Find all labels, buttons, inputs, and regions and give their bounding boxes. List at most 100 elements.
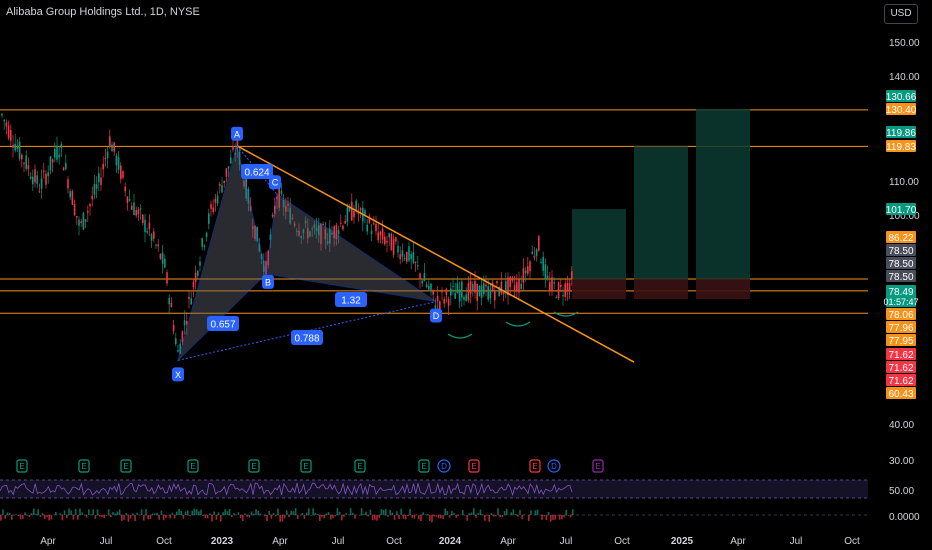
momentum-bar: [404, 515, 407, 520]
momentum-bar: [479, 509, 482, 515]
candle-body: [337, 230, 340, 235]
candle-body: [472, 283, 474, 291]
candle-body: [157, 244, 159, 247]
momentum-bar: [90, 514, 92, 515]
momentum-bar: [477, 512, 479, 515]
indicator-axis-tick: 50.00: [889, 486, 914, 497]
candle-body: [27, 165, 30, 170]
momentum-bar: [569, 515, 572, 518]
candle-body: [243, 180, 245, 187]
candle-body: [311, 228, 313, 230]
momentum-bar: [70, 510, 72, 515]
candle-body: [386, 240, 388, 243]
momentum-bar: [6, 512, 9, 515]
candle-body: [67, 179, 69, 189]
momentum-bar: [389, 509, 391, 515]
momentum-bar: [530, 510, 532, 515]
candle-body: [331, 232, 333, 235]
candle-body: [274, 205, 276, 214]
time-axis-tick: Jul: [790, 536, 803, 547]
candle-body: [555, 297, 558, 299]
ratio-label: 1.32: [341, 296, 361, 307]
momentum-bar: [156, 512, 158, 515]
momentum-bar: [193, 508, 196, 515]
momentum-bar: [400, 508, 402, 515]
candle-body: [14, 143, 16, 151]
momentum-bar: [281, 515, 284, 522]
ratio-label-box: [241, 164, 273, 179]
candle-body: [98, 173, 100, 183]
candle-body: [1, 114, 3, 116]
candle-body: [469, 281, 472, 294]
candle-body: [403, 258, 406, 260]
candle-body: [300, 236, 302, 239]
price-label: 71.62: [888, 350, 913, 361]
candle-body: [269, 234, 272, 240]
candle-body: [3, 119, 5, 122]
candle-body: [212, 207, 214, 212]
candle-body: [478, 285, 481, 297]
momentum-bar: [132, 513, 134, 515]
event-marker-label: E: [471, 462, 476, 471]
currency-button[interactable]: USD: [884, 4, 918, 24]
earnings-marker: [354, 459, 366, 473]
candle-body: [78, 219, 80, 226]
candle-body: [150, 234, 153, 241]
candle-body: [183, 320, 186, 326]
candle-body: [249, 205, 252, 211]
candle-body: [342, 225, 344, 230]
momentum-bar: [433, 515, 435, 517]
candle-body: [54, 148, 56, 158]
candle-body: [21, 154, 23, 160]
candle-body: [568, 283, 571, 292]
event-marker-label: D: [551, 462, 557, 471]
price-label-tag: [886, 321, 916, 333]
momentum-bar: [112, 511, 114, 515]
candle-body: [434, 305, 437, 308]
momentum-bar: [8, 512, 11, 515]
momentum-bar: [239, 515, 242, 519]
candle-body: [131, 205, 133, 210]
momentum-bar: [17, 515, 20, 517]
pattern-point-marker: [430, 308, 442, 323]
dividend-marker: [547, 459, 561, 473]
support-arc: [447, 333, 473, 339]
candle-body: [87, 211, 89, 213]
time-axis-tick: Apr: [730, 536, 746, 547]
momentum-bar: [490, 512, 493, 515]
candle-body: [73, 203, 76, 216]
candle-body: [60, 143, 63, 149]
momentum-bar: [151, 513, 154, 515]
momentum-bar: [46, 515, 48, 518]
momentum-bar: [523, 514, 526, 515]
momentum-bar: [519, 509, 521, 515]
candle-body: [326, 241, 329, 244]
momentum-bar: [206, 515, 209, 519]
momentum-bar: [534, 510, 537, 515]
candle-body: [513, 285, 516, 291]
momentum-bar: [506, 508, 508, 515]
momentum-bar: [492, 515, 495, 517]
candle-body: [489, 289, 492, 299]
momentum-bar: [116, 511, 119, 515]
momentum-bar: [411, 515, 413, 518]
earnings-marker: [248, 459, 260, 473]
pattern-point-label: C: [272, 178, 279, 188]
momentum-bar: [59, 513, 61, 515]
price-label-tag: [886, 348, 916, 360]
candle-body: [245, 178, 247, 199]
candle-body: [443, 298, 445, 304]
candle-body: [428, 285, 430, 290]
candle-body: [205, 232, 208, 238]
candle-body: [84, 219, 87, 222]
momentum-bar: [125, 513, 127, 515]
candle-body: [223, 180, 225, 184]
candle-body: [414, 261, 417, 263]
momentum-bar: [178, 509, 180, 515]
momentum-bar: [481, 514, 484, 515]
momentum-bar: [371, 515, 374, 521]
candle-body: [522, 267, 525, 283]
candle-body: [126, 196, 129, 203]
time-axis-tick: 2023: [211, 536, 234, 547]
